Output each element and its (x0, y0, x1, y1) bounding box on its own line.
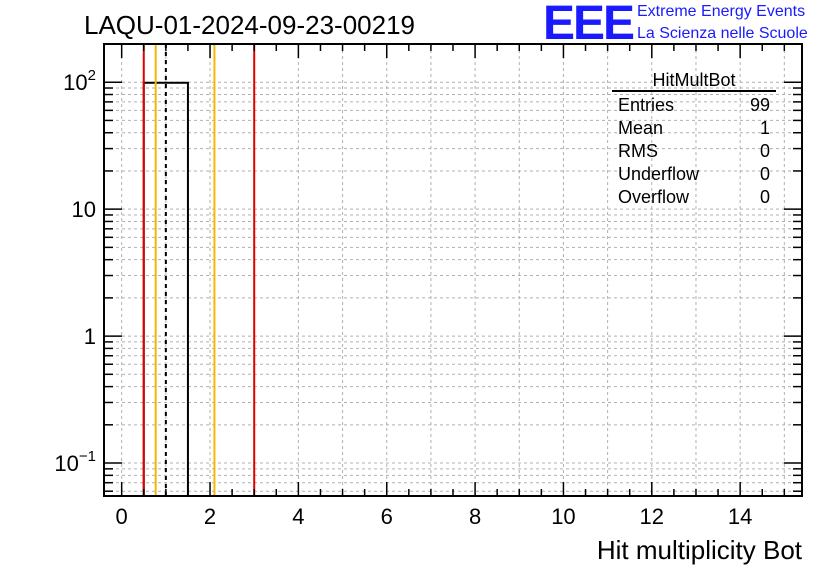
stats-row-underflow: Underflow 0 (612, 163, 776, 186)
x-tick-label: 2 (204, 504, 216, 529)
stats-label: Overflow (618, 187, 690, 207)
y-tick-label: 1 (84, 324, 96, 349)
stats-label: Mean (618, 118, 664, 138)
stats-row-overflow: Overflow 0 (612, 186, 776, 209)
run-title: LAQU-01-2024-09-23-00219 (84, 10, 415, 40)
stats-label: Underflow (618, 164, 700, 184)
stats-label: RMS (618, 141, 658, 161)
logo-line2: La Scienza nelle Scuole (637, 25, 808, 42)
stats-title: HitMultBot (612, 70, 776, 92)
stats-label: Entries (618, 95, 675, 115)
stats-row-entries: Entries 99 (612, 94, 776, 117)
x-tick-label: 0 (116, 504, 128, 529)
y-tick-label: 10−1 (54, 448, 96, 476)
stats-value: 0 (759, 164, 770, 184)
logo-line1: Extreme Energy Events (637, 3, 806, 20)
x-tick-label: 4 (292, 504, 304, 529)
stats-row-mean: Mean 1 (612, 117, 776, 140)
y-tick-label: 10 (72, 197, 96, 222)
x-axis-label: Hit multiplicity Bot (596, 535, 802, 565)
stats-row-rms: RMS 0 (612, 140, 776, 163)
stats-value: 99 (749, 95, 770, 115)
x-tick-label: 12 (640, 504, 664, 529)
x-tick-label: 10 (551, 504, 575, 529)
stats-box: HitMultBot Entries 99 Mean 1 RMS 0 Under… (612, 70, 776, 209)
stats-value: 1 (759, 118, 770, 138)
x-tick-label: 14 (728, 504, 752, 529)
x-tick-label: 8 (469, 504, 481, 529)
eee-logo: EEE (543, 0, 635, 50)
stats-value: 0 (759, 187, 770, 207)
x-tick-label: 6 (381, 504, 393, 529)
y-tick-label: 102 (63, 67, 96, 95)
stats-value: 0 (759, 141, 770, 161)
